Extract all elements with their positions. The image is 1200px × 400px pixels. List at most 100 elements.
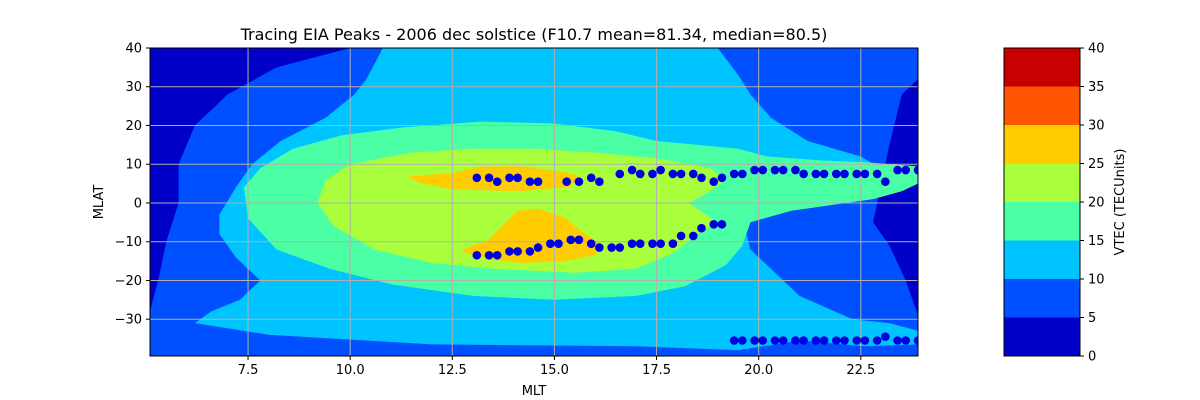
colorbar: 0 5 10 15 20 25 30 35 40 bbox=[1003, 42, 1105, 365]
eia-peak-marker bbox=[668, 239, 678, 248]
colorbar-tick-label: 25 bbox=[1088, 157, 1105, 172]
eia-peak-marker bbox=[533, 177, 543, 186]
eia-peak-marker bbox=[513, 247, 522, 256]
eia-peak-marker bbox=[676, 231, 686, 241]
eia-peak-marker bbox=[872, 336, 882, 345]
colorbar-label: VTEC (TECUnits) bbox=[1113, 149, 1128, 256]
x-tick-label: 15.0 bbox=[540, 363, 569, 378]
colorbar-tick-label: 10 bbox=[1088, 273, 1105, 288]
eia-peak-marker bbox=[901, 165, 911, 175]
eia-peak-marker bbox=[635, 169, 645, 179]
eia-peak-marker bbox=[668, 169, 678, 179]
colorbar-band bbox=[1004, 163, 1080, 202]
eia-peak-marker bbox=[615, 169, 625, 179]
eia-peak-marker bbox=[566, 235, 576, 245]
eia-peak-marker bbox=[697, 173, 706, 183]
eia-peak-marker bbox=[791, 165, 800, 175]
colorbar-band bbox=[1004, 279, 1080, 318]
eia-peak-marker bbox=[546, 239, 555, 248]
eia-peak-marker bbox=[778, 165, 788, 175]
eia-peak-marker bbox=[492, 250, 502, 260]
eia-peak-marker bbox=[860, 169, 870, 179]
eia-peak-marker bbox=[586, 239, 596, 248]
eia-peak-marker bbox=[689, 231, 698, 241]
colorbar-band bbox=[1004, 202, 1080, 241]
eia-peak-marker bbox=[717, 219, 727, 229]
plot-area bbox=[150, 48, 918, 356]
eia-peak-marker bbox=[799, 336, 808, 345]
eia-peak-marker bbox=[697, 223, 706, 233]
y-tick-label: −10 bbox=[115, 235, 142, 250]
contour-fills bbox=[150, 48, 918, 356]
eia-peak-marker bbox=[656, 165, 665, 175]
eia-peak-marker bbox=[595, 177, 604, 186]
eia-peak-marker bbox=[533, 243, 543, 252]
eia-peak-marker bbox=[770, 165, 780, 175]
eia-peak-marker bbox=[484, 173, 494, 183]
colorbar-band bbox=[1004, 86, 1080, 125]
eia-peak-marker bbox=[872, 169, 882, 179]
eia-peak-marker bbox=[525, 177, 535, 186]
eia-peak-marker bbox=[901, 336, 911, 345]
x-tick-label: 22.5 bbox=[846, 363, 875, 378]
eia-peak-marker bbox=[656, 239, 665, 248]
x-axis-label: MLT bbox=[522, 384, 547, 399]
y-tick-label: 0 bbox=[134, 196, 142, 211]
eia-peak-marker bbox=[595, 243, 604, 252]
colorbar-band bbox=[1004, 317, 1080, 356]
eia-peak-marker bbox=[738, 336, 747, 345]
eia-peak-marker bbox=[893, 165, 902, 175]
eia-peak-marker bbox=[492, 177, 502, 186]
colorbar-band bbox=[1004, 125, 1080, 164]
eia-peak-marker bbox=[648, 239, 657, 248]
x-tick-label: 20.0 bbox=[744, 363, 773, 378]
y-tick-label: 20 bbox=[125, 119, 142, 134]
eia-peak-marker bbox=[852, 336, 862, 345]
x-axis-ticks: 7.5 10.0 12.5 15.0 17.5 20.0 22.5 bbox=[238, 356, 875, 378]
eia-peak-marker bbox=[505, 173, 514, 183]
eia-peak-marker bbox=[758, 336, 768, 345]
eia-peak-marker bbox=[770, 336, 780, 345]
eia-peak-marker bbox=[840, 336, 849, 345]
colorbar-tick-label: 30 bbox=[1088, 119, 1105, 134]
eia-peak-marker bbox=[717, 173, 727, 183]
eia-peak-marker bbox=[852, 169, 862, 179]
colorbar-band bbox=[1004, 240, 1080, 279]
eia-peak-marker bbox=[881, 177, 890, 186]
eia-peak-marker bbox=[484, 250, 494, 260]
y-tick-label: 30 bbox=[125, 80, 142, 95]
eia-peak-marker bbox=[819, 169, 829, 179]
plot-frame bbox=[149, 47, 919, 357]
colorbar-band bbox=[1004, 48, 1080, 87]
eia-peak-marker bbox=[562, 177, 571, 186]
eia-peak-marker bbox=[709, 219, 719, 229]
colorbar-tick-label: 40 bbox=[1088, 42, 1105, 57]
x-tick-label: 10.0 bbox=[336, 363, 365, 378]
eia-peak-marker bbox=[750, 336, 759, 345]
eia-peak-marker bbox=[729, 169, 739, 179]
y-axis-label: MLAT bbox=[92, 185, 107, 220]
grid-lines bbox=[150, 48, 918, 356]
colorbar-tick-label: 35 bbox=[1088, 80, 1105, 95]
y-tick-label: −20 bbox=[115, 274, 142, 289]
eia-peak-marker bbox=[791, 336, 800, 345]
eia-peak-marker bbox=[586, 173, 596, 183]
eia-peak-marker bbox=[840, 169, 849, 179]
eia-peak-marker bbox=[758, 165, 768, 175]
eia-peak-marker bbox=[881, 332, 890, 341]
eia-peak-marker bbox=[893, 336, 902, 345]
eia-peak-marker bbox=[729, 336, 739, 345]
eia-peak-marker bbox=[750, 165, 759, 175]
eia-peak-marker bbox=[676, 169, 686, 179]
eia-peak-marker bbox=[913, 165, 918, 175]
eia-peak-marker bbox=[574, 235, 584, 245]
eia-peak-marker bbox=[513, 173, 522, 183]
eia-peak-marker bbox=[574, 177, 584, 186]
y-tick-label: 40 bbox=[125, 42, 142, 57]
eia-peak-marker bbox=[554, 239, 563, 248]
eia-peak-marker bbox=[627, 239, 637, 248]
eia-peak-marker bbox=[709, 177, 719, 186]
colorbar-tick-label: 0 bbox=[1088, 350, 1096, 365]
eia-peak-marker bbox=[525, 247, 535, 256]
colorbar-tick-label: 5 bbox=[1088, 311, 1096, 326]
